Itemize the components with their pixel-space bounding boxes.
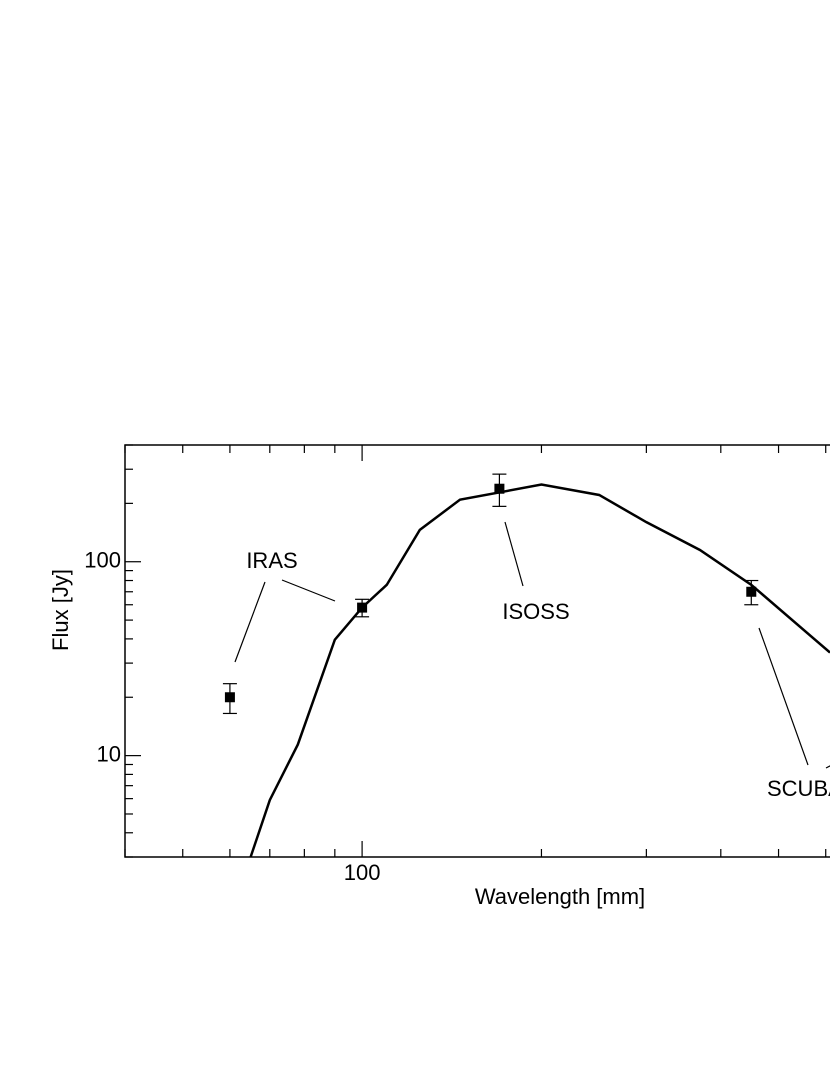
y-axis-label: Flux [Jy] [48, 569, 73, 651]
plot-frame [124, 444, 830, 858]
leader-line [758, 627, 809, 766]
leader-line [825, 765, 830, 769]
data-point [746, 586, 757, 597]
x-tick-label: 100 [344, 860, 381, 885]
leader-line [234, 581, 266, 663]
data-point [357, 602, 368, 613]
annotation: ISOSS [502, 599, 569, 624]
data-point [494, 483, 505, 494]
leader-lines [234, 521, 830, 769]
model-curve [249, 483, 830, 858]
y-tick-label: 10 [97, 741, 121, 766]
leader-line [281, 579, 336, 602]
annotation: SCUBA [767, 776, 830, 801]
data-point [224, 692, 235, 703]
y-tick-label: 100 [84, 548, 121, 573]
leader-line [504, 521, 524, 587]
x-axis-label: Wavelength [mm] [475, 884, 645, 909]
annotation: IRAS [246, 548, 297, 573]
